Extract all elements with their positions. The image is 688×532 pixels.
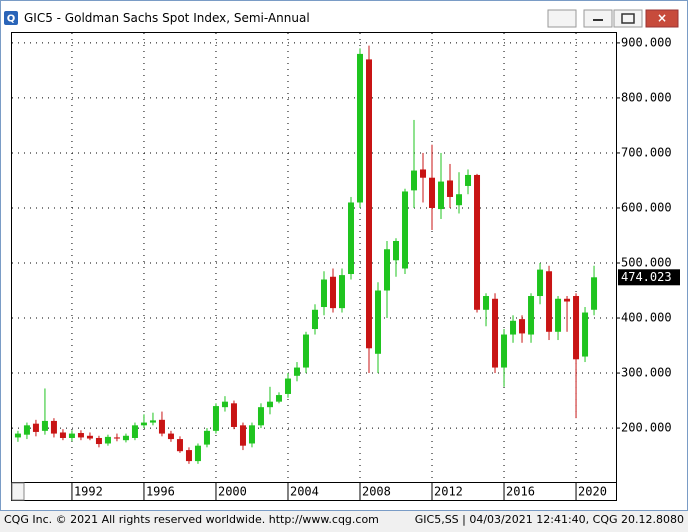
window-title: GIC5 - Goldman Sachs Spot Index, Semi-An… — [24, 11, 310, 25]
last-price-box — [618, 269, 680, 286]
x-tick-label: 2012 — [434, 485, 463, 499]
candle-body — [347, 202, 354, 275]
candle-body — [365, 59, 372, 349]
candle-body — [122, 435, 129, 441]
candle-body — [519, 319, 526, 334]
candle-body — [131, 425, 138, 438]
x-tick-label: 1996 — [146, 485, 175, 499]
candle-body — [230, 403, 237, 427]
y-tick-label: 300.000 — [621, 366, 672, 380]
close-button[interactable] — [645, 9, 679, 28]
candle-body — [546, 271, 553, 332]
candle-body — [158, 419, 165, 434]
y-tick-label: 800.000 — [621, 90, 672, 104]
candle-body — [311, 309, 318, 330]
candle-body — [203, 430, 210, 445]
candle-body — [438, 181, 445, 210]
candle-body — [68, 433, 75, 438]
candle-body — [239, 425, 246, 446]
maximize-glyph — [621, 13, 635, 24]
close-glyph: × — [657, 11, 667, 25]
candle-body — [492, 298, 499, 368]
candle-body — [582, 312, 589, 357]
x-tick-label: 2000 — [218, 485, 247, 499]
maximize-button[interactable] — [613, 9, 643, 28]
y-tick-label: 200.000 — [621, 421, 672, 435]
candle-body — [32, 423, 39, 432]
candle-body — [77, 433, 84, 438]
candle-body — [212, 406, 219, 431]
candle-body — [555, 298, 562, 332]
candle-body — [501, 334, 508, 368]
scroll-box[interactable] — [11, 482, 25, 501]
candle-body — [375, 290, 382, 354]
candle-body — [528, 296, 535, 335]
candle-body — [411, 170, 418, 191]
candle-body — [429, 177, 436, 208]
candle-body — [320, 279, 327, 308]
candle-body — [302, 334, 309, 368]
candle-body — [266, 401, 273, 408]
candle-body — [474, 174, 481, 310]
candle-body — [257, 407, 264, 426]
x-tick-label: 2008 — [362, 485, 391, 499]
candle-body — [393, 240, 400, 261]
candle-body — [402, 191, 409, 269]
status-bar — [0, 511, 688, 528]
plot-area — [11, 32, 617, 483]
candle-body — [564, 298, 571, 302]
x-tick-label: 2020 — [578, 485, 607, 499]
candle-body — [194, 445, 201, 462]
candle-body — [275, 395, 282, 402]
candle-body — [149, 420, 156, 423]
candle-body — [338, 275, 345, 309]
candle-body — [59, 432, 66, 438]
candle-body — [113, 437, 120, 439]
candle-body — [356, 53, 363, 203]
candle-body — [447, 180, 454, 197]
candle-body — [23, 425, 30, 435]
candle-body — [537, 269, 544, 297]
candle-body — [95, 437, 102, 445]
candle-body — [176, 439, 183, 452]
last-price-label: 474.023 — [621, 270, 672, 284]
candle-body — [41, 420, 48, 431]
candle-body — [221, 401, 228, 408]
candle-body — [293, 367, 300, 376]
candle-body — [384, 249, 391, 291]
candle-body — [50, 420, 57, 434]
footer-right: GIC5,SS | 04/03/2021 12:41:40, CQG 20.12… — [415, 513, 684, 526]
link-button[interactable] — [547, 9, 577, 28]
candle-body — [86, 435, 93, 439]
candle-body — [104, 436, 111, 444]
app-icon — [4, 11, 18, 25]
candle-body — [185, 450, 192, 462]
y-tick-label: 600.000 — [621, 200, 672, 214]
x-tick-label: 1992 — [74, 485, 103, 499]
candle-body — [14, 433, 21, 438]
y-tick-label: 400.000 — [621, 311, 672, 325]
footer-left: CQG Inc. © 2021 All rights reserved worl… — [4, 513, 379, 526]
candle-body — [573, 296, 580, 360]
candle-body — [483, 296, 490, 310]
candle-body — [456, 194, 463, 206]
app-icon-letter: Q — [7, 14, 16, 25]
x-tick-label: 2016 — [506, 485, 535, 499]
minimize-button[interactable] — [583, 9, 613, 28]
candle-body — [167, 433, 174, 440]
y-tick-label: 500.000 — [621, 256, 672, 270]
candle-body — [465, 174, 472, 186]
candle-body — [420, 169, 427, 178]
candle-body — [591, 277, 598, 310]
x-tick-label: 2004 — [290, 485, 319, 499]
y-tick-label: 900.000 — [621, 35, 672, 49]
candle-body — [248, 425, 255, 444]
candle-body — [329, 276, 336, 309]
candle-body — [140, 422, 147, 426]
candle-body — [284, 378, 291, 394]
y-tick-label: 700.000 — [621, 145, 672, 159]
candle-body — [510, 320, 517, 335]
